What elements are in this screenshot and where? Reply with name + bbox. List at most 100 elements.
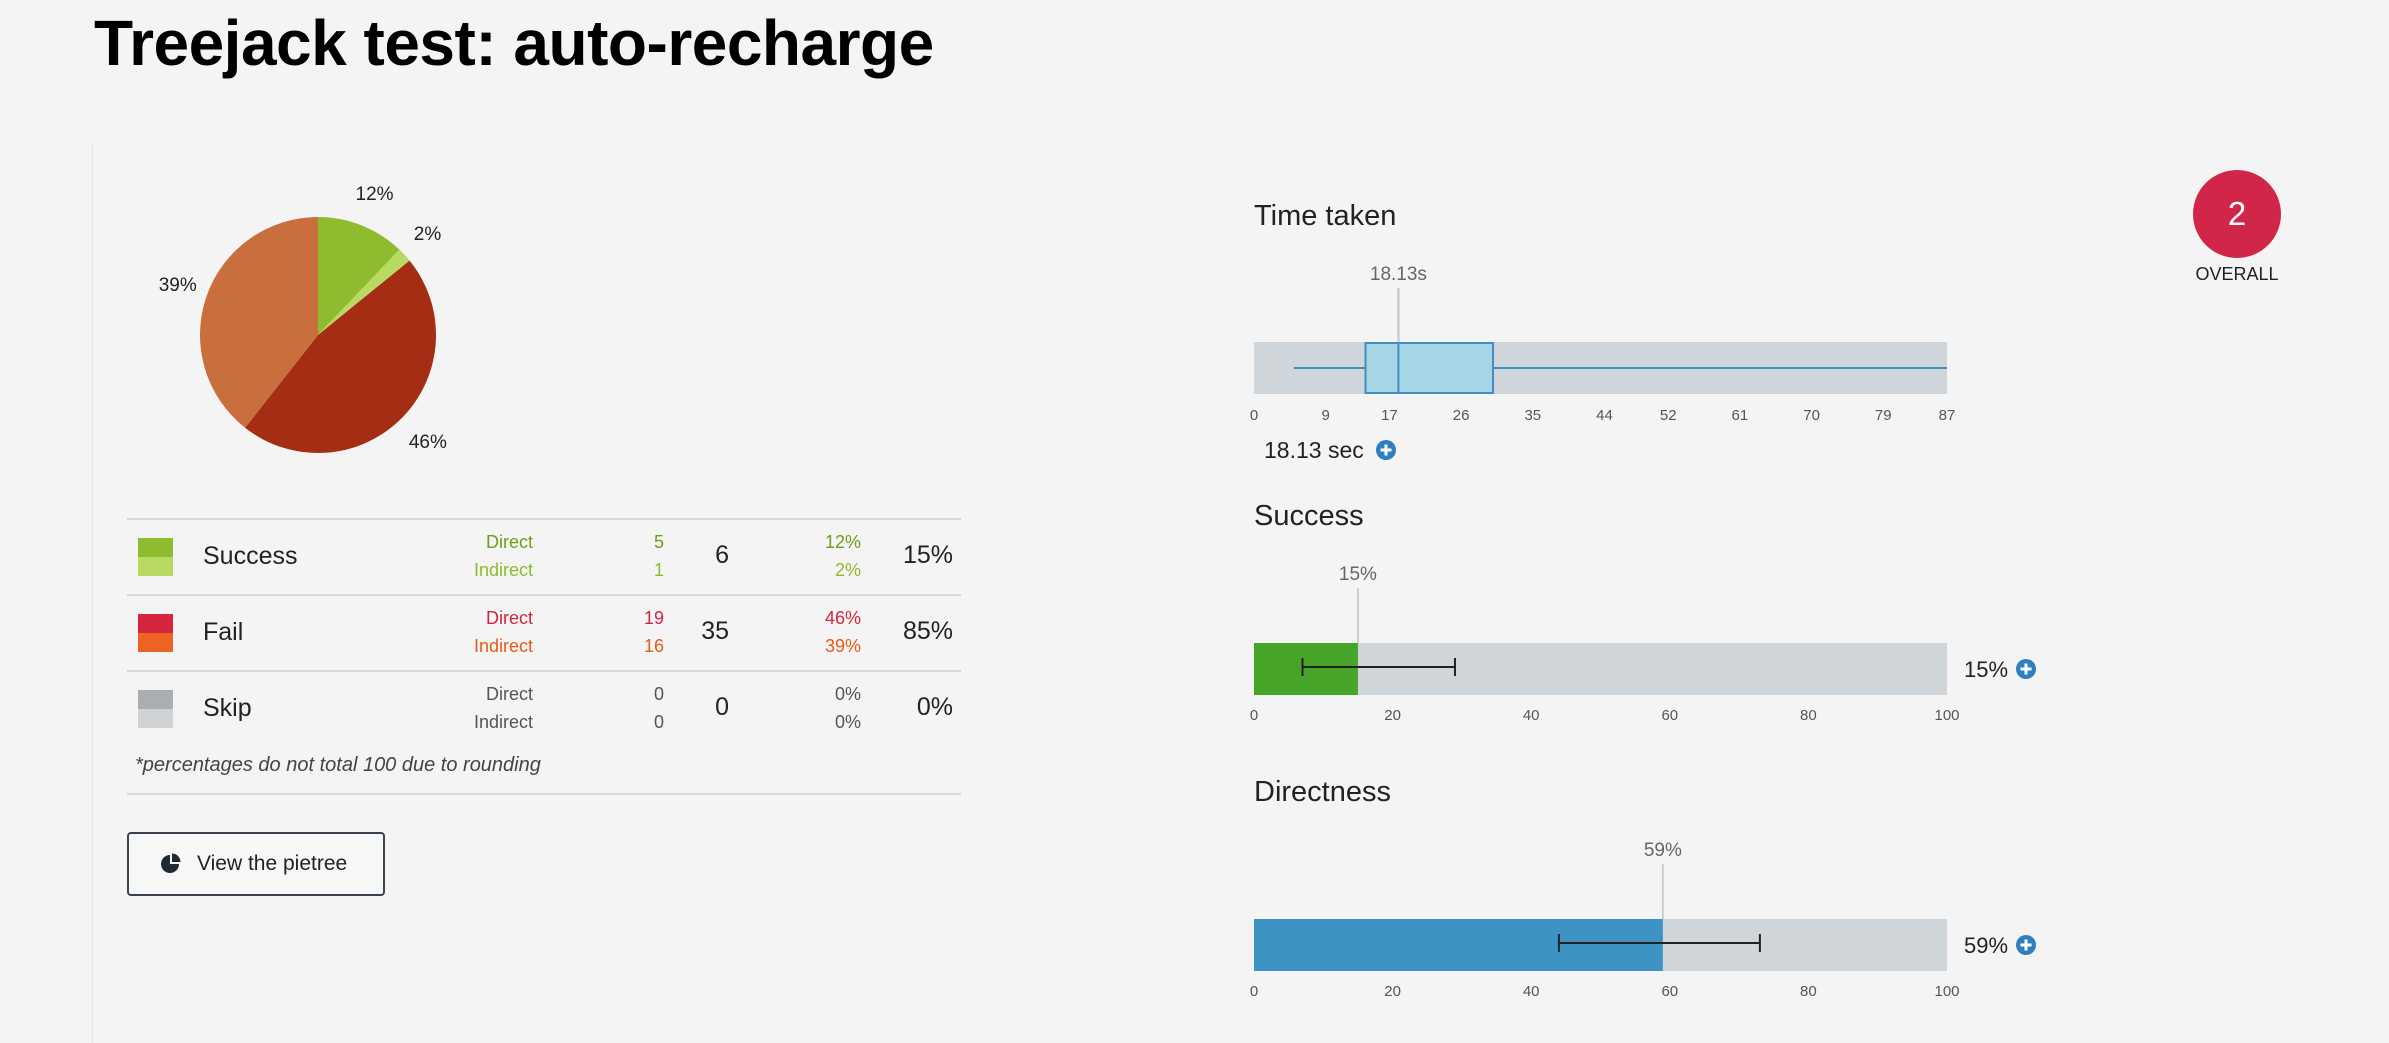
indirect-label: Indirect [473, 636, 533, 656]
pie-label-fail-direct: 46% [408, 431, 447, 453]
directness-error-bar [1557, 934, 1761, 952]
total-count: 6 [715, 541, 729, 569]
directness-value-label: 59% [1644, 840, 1682, 861]
swatch-direct [138, 614, 173, 633]
row-label: Skip [203, 694, 252, 722]
pie-label-success-indirect: 2% [413, 223, 442, 245]
total-count: 0 [715, 693, 729, 721]
page-title: Treejack test: auto-recharge [94, 7, 934, 79]
table-row-fail: Fail Direct Indirect 19 16 35 46% 39% 85… [127, 594, 961, 670]
success-tick-label: 60 [1661, 707, 1678, 724]
swatch-direct [138, 538, 173, 557]
indirect-count: 1 [653, 560, 664, 580]
directness-bar-chart: 59% 0 20 40 60 80 100 59% [1250, 840, 2036, 1000]
indirect-count: 0 [653, 712, 664, 732]
fail-swatch [138, 614, 173, 652]
success-tick-label: 100 [1934, 707, 1959, 724]
success-value-label: 15% [1339, 564, 1377, 585]
time-tick-label: 26 [1453, 407, 1470, 424]
direct-label: Direct [485, 608, 533, 628]
time-tick-label: 61 [1732, 407, 1749, 424]
table-bottom-rule [127, 793, 961, 795]
time-tick-label: 9 [1322, 407, 1330, 424]
total-pct: 0% [916, 693, 953, 721]
indirect-pct: 2% [834, 560, 861, 580]
pie-slice-success-direct [318, 217, 400, 335]
swatch-direct [138, 690, 173, 709]
success-swatch [138, 538, 173, 576]
direct-pct: 0% [834, 684, 861, 704]
indirect-pct: 39% [824, 636, 861, 656]
indirect-pct: 0% [834, 712, 861, 732]
swatch-indirect [138, 633, 173, 652]
success-title: Success [1254, 500, 1364, 532]
pie-slice-fail-indirect [200, 217, 318, 428]
directness-tick-label: 100 [1934, 983, 1959, 1000]
pie-label-fail-indirect: 39% [158, 274, 197, 296]
pie-slice-success-indirect [318, 249, 410, 335]
time-readout: 18.13 sec [1264, 437, 1364, 463]
success-bar-chart: 15% 0 20 40 60 80 100 15% [1250, 564, 2036, 724]
skip-swatch [138, 690, 173, 728]
pie-chart-icon [161, 853, 181, 873]
direct-count: 19 [643, 608, 664, 628]
total-count: 35 [701, 617, 729, 645]
direct-pct: 12% [824, 532, 861, 552]
success-readout: 15% [1964, 657, 2008, 682]
time-tick-label: 70 [1803, 407, 1820, 424]
time-tick-label: 17 [1381, 407, 1398, 424]
table-row-skip: Skip Direct Indirect 0 0 0 0% 0% 0% [127, 670, 961, 746]
rounding-footnote: *percentages do not total 100 due to rou… [135, 754, 541, 776]
success-bar [1254, 643, 1358, 695]
results-table: Success Direct Indirect 5 1 6 12% 2% 15%… [127, 518, 961, 795]
overall-label: OVERALL [2195, 264, 2279, 284]
total-pct: 85% [902, 617, 953, 645]
success-tick-label: 40 [1523, 707, 1540, 724]
time-taken-title: Time taken [1254, 200, 1397, 232]
time-iqr-box [1364, 342, 1494, 394]
time-tick-label: 79 [1875, 407, 1892, 424]
success-tick-label: 20 [1384, 707, 1401, 724]
directness-readout: 59% [1964, 933, 2008, 958]
directness-bar [1254, 919, 1663, 971]
row-label: Fail [203, 618, 244, 646]
directness-tick-label: 60 [1661, 983, 1678, 1000]
time-tick-label: 44 [1596, 407, 1613, 424]
indirect-label: Indirect [473, 560, 533, 580]
success-tick-label: 80 [1800, 707, 1817, 724]
swatch-indirect [138, 557, 173, 576]
time-tick-label: 52 [1660, 407, 1677, 424]
direct-count: 5 [653, 532, 664, 552]
pie-label-success-direct: 12% [355, 183, 394, 205]
direct-count: 0 [653, 684, 664, 704]
time-median-label: 18.13s [1370, 264, 1427, 285]
pie-slice-fail-direct [245, 260, 436, 453]
success-track [1254, 643, 1947, 695]
total-pct: 15% [902, 541, 953, 569]
success-expand-icon [2016, 659, 2036, 679]
success-tick-label: 0 [1250, 707, 1258, 724]
time-tick-label: 87 [1939, 407, 1956, 424]
directness-tick-label: 80 [1800, 983, 1817, 1000]
overall-score-badge: 2 [2193, 170, 2281, 258]
swatch-indirect [138, 709, 173, 728]
directness-tick-label: 20 [1384, 983, 1401, 1000]
directness-expand-icon [2016, 935, 2036, 955]
indirect-count: 16 [643, 636, 664, 656]
results-pie-chart: 12% 2% 46% 39% [150, 165, 480, 465]
direct-label: Direct [485, 684, 533, 704]
direct-label: Direct [485, 532, 533, 552]
directness-title: Directness [1254, 776, 1391, 808]
time-taken-boxplot: 18.13s 0 9 17 26 35 44 52 61 70 79 87 18.13 sec [1250, 264, 1956, 463]
view-pietree-label: View the pietree [197, 852, 348, 875]
view-pietree-button[interactable]: View the pietree [127, 832, 385, 896]
panel-divider [92, 145, 93, 1043]
directness-tick-label: 0 [1250, 983, 1258, 1000]
directness-tick-label: 40 [1523, 983, 1540, 1000]
time-tick-label: 35 [1524, 407, 1541, 424]
indirect-label: Indirect [473, 712, 533, 732]
row-label: Success [203, 542, 298, 570]
success-error-bar [1301, 658, 1456, 676]
time-tick-label: 0 [1250, 407, 1258, 424]
table-row-success: Success Direct Indirect 5 1 6 12% 2% 15% [127, 518, 961, 594]
